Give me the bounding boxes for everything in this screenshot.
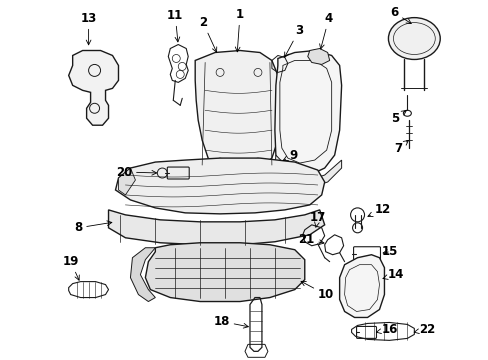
Text: 13: 13 — [81, 12, 97, 45]
Polygon shape — [307, 49, 329, 64]
Text: 18: 18 — [213, 315, 248, 328]
Text: 21: 21 — [298, 233, 324, 246]
Polygon shape — [145, 243, 304, 302]
Polygon shape — [200, 160, 277, 185]
Text: 9: 9 — [283, 149, 298, 162]
Text: 15: 15 — [381, 245, 397, 258]
Text: 4: 4 — [319, 12, 332, 49]
Text: 5: 5 — [390, 111, 406, 125]
Polygon shape — [195, 50, 277, 172]
Polygon shape — [108, 210, 324, 245]
Text: 2: 2 — [199, 16, 216, 52]
Text: 6: 6 — [389, 6, 410, 23]
Polygon shape — [130, 248, 155, 302]
Polygon shape — [339, 255, 384, 318]
Polygon shape — [115, 158, 324, 214]
Text: 11: 11 — [167, 9, 183, 42]
Text: 8: 8 — [74, 221, 112, 234]
Text: 17: 17 — [309, 211, 325, 227]
Text: 22: 22 — [413, 323, 435, 336]
Text: 19: 19 — [62, 255, 79, 280]
Polygon shape — [274, 155, 341, 188]
Text: 16: 16 — [376, 323, 397, 336]
Text: 10: 10 — [301, 282, 333, 301]
Ellipse shape — [387, 18, 439, 59]
Polygon shape — [68, 50, 118, 125]
Polygon shape — [118, 168, 135, 195]
Text: 12: 12 — [367, 203, 390, 217]
Text: 14: 14 — [382, 268, 403, 281]
Text: 20: 20 — [116, 166, 156, 179]
Text: 3: 3 — [284, 24, 302, 57]
Text: 1: 1 — [235, 8, 244, 52]
Text: 7: 7 — [394, 140, 407, 155]
Polygon shape — [274, 50, 341, 175]
